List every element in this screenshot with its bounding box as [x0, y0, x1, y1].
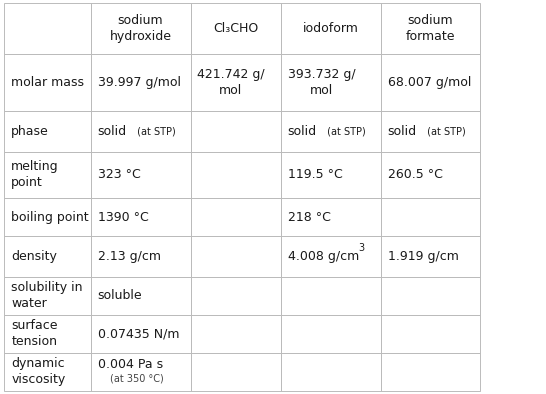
Bar	[381, 198, 480, 236]
Text: iodoform: iodoform	[302, 22, 359, 35]
Bar	[4, 3, 91, 54]
Bar	[91, 112, 191, 152]
Bar	[91, 236, 191, 277]
Bar	[381, 54, 480, 112]
Bar	[91, 152, 191, 198]
Bar	[191, 277, 281, 315]
Bar	[191, 3, 281, 54]
Bar	[91, 277, 191, 315]
Text: 421.742 g/
mol: 421.742 g/ mol	[197, 68, 264, 97]
Text: 260.5 °C: 260.5 °C	[388, 168, 442, 181]
Text: 323 °C: 323 °C	[98, 168, 140, 181]
Text: 1.919 g/cm: 1.919 g/cm	[388, 250, 459, 263]
Bar	[381, 236, 480, 277]
Bar	[4, 198, 91, 236]
Bar	[281, 236, 381, 277]
Bar	[281, 277, 381, 315]
Text: 2.13 g/cm: 2.13 g/cm	[98, 250, 161, 263]
Text: solid: solid	[98, 125, 127, 138]
Text: (at 350 °C): (at 350 °C)	[110, 374, 163, 384]
Bar	[191, 54, 281, 112]
Text: (at STP): (at STP)	[134, 126, 175, 136]
Text: 4.008 g/cm: 4.008 g/cm	[288, 250, 359, 263]
Text: 68.007 g/mol: 68.007 g/mol	[388, 76, 471, 89]
Bar	[191, 236, 281, 277]
Bar	[381, 112, 480, 152]
Text: solubility in
water: solubility in water	[11, 281, 83, 310]
Bar	[281, 315, 381, 353]
Bar	[91, 198, 191, 236]
Text: sodium
hydroxide: sodium hydroxide	[110, 14, 171, 43]
Text: boiling point: boiling point	[11, 211, 89, 224]
Text: 0.004 Pa s: 0.004 Pa s	[98, 359, 163, 372]
Text: (at STP): (at STP)	[424, 126, 465, 136]
Bar	[281, 54, 381, 112]
Bar	[191, 112, 281, 152]
Bar	[91, 54, 191, 112]
Bar	[281, 152, 381, 198]
Text: soluble: soluble	[98, 289, 143, 302]
Bar	[91, 315, 191, 353]
Bar	[4, 236, 91, 277]
Bar	[381, 277, 480, 315]
Bar	[381, 315, 480, 353]
Bar	[381, 152, 480, 198]
Bar	[4, 277, 91, 315]
Bar	[4, 315, 91, 353]
Text: 1390 °C: 1390 °C	[98, 211, 149, 224]
Text: 39.997 g/mol: 39.997 g/mol	[98, 76, 181, 89]
Bar	[4, 112, 91, 152]
Text: density: density	[11, 250, 57, 263]
Bar	[281, 198, 381, 236]
Text: 119.5 °C: 119.5 °C	[288, 168, 342, 181]
Text: solid: solid	[388, 125, 417, 138]
Text: 0.07435 N/m: 0.07435 N/m	[98, 327, 179, 340]
Bar	[191, 198, 281, 236]
Bar	[281, 353, 381, 391]
Text: dynamic
viscosity: dynamic viscosity	[11, 357, 66, 386]
Bar	[4, 353, 91, 391]
Bar	[91, 3, 191, 54]
Bar	[191, 315, 281, 353]
Bar	[381, 353, 480, 391]
Text: 3: 3	[359, 243, 365, 253]
Text: 218 °C: 218 °C	[288, 211, 330, 224]
Text: melting
point: melting point	[11, 160, 59, 190]
Text: surface
tension: surface tension	[11, 319, 58, 348]
Text: (at STP): (at STP)	[324, 126, 365, 136]
Text: phase: phase	[11, 125, 49, 138]
Text: Cl₃CHO: Cl₃CHO	[213, 22, 258, 35]
Text: sodium
formate: sodium formate	[406, 14, 455, 43]
Text: molar mass: molar mass	[11, 76, 84, 89]
Bar	[191, 152, 281, 198]
Bar	[91, 353, 191, 391]
Text: solid: solid	[288, 125, 317, 138]
Bar	[4, 54, 91, 112]
Bar	[281, 3, 381, 54]
Text: 393.732 g/
mol: 393.732 g/ mol	[288, 68, 355, 97]
Bar	[191, 353, 281, 391]
Bar	[381, 3, 480, 54]
Bar	[281, 112, 381, 152]
Bar	[4, 152, 91, 198]
